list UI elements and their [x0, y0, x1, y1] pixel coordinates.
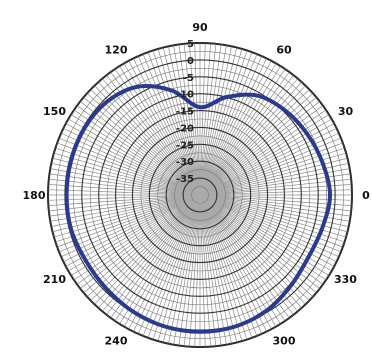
angle-tick-label: 30 — [338, 105, 354, 118]
radial-tick-label: -25 — [176, 140, 194, 151]
radial-gridline — [131, 126, 269, 264]
radial-gridline — [98, 93, 302, 297]
inner-disc — [172, 167, 228, 223]
radial-tick-label: -20 — [176, 123, 194, 134]
angle-tick-label: 240 — [105, 334, 128, 347]
radial-tick-label: 5 — [187, 39, 194, 50]
radial-tick-label: -5 — [183, 73, 194, 84]
angle-tick-label: 0 — [362, 189, 370, 202]
radial-gridline — [123, 118, 277, 272]
angle-tick-label: 180 — [23, 189, 46, 202]
radial-gridline — [182, 177, 218, 213]
radial-gridline — [89, 84, 311, 306]
angle-tick-label: 330 — [334, 273, 357, 286]
radial-tick-label: -15 — [176, 107, 194, 118]
radial-gridline — [115, 110, 285, 280]
radial-gridline — [106, 101, 294, 289]
angle-tick-label: 150 — [43, 105, 66, 118]
radial-gridline — [148, 143, 252, 247]
radial-gridline — [73, 68, 327, 322]
angle-tick-label: 90 — [192, 21, 208, 34]
angle-tick-label: 60 — [276, 44, 292, 57]
radial-gridline — [165, 160, 235, 230]
radial-gridline — [47, 42, 353, 348]
radial-tick-label: 0 — [187, 56, 194, 67]
radial-tick-label: -35 — [176, 174, 194, 185]
radial-gridline — [174, 169, 226, 221]
angle-tick-label: 300 — [273, 334, 296, 347]
radial-gridline — [157, 152, 243, 238]
radial-gridline — [81, 76, 319, 314]
radial-gridline — [140, 135, 260, 255]
radial-tick-label: -10 — [176, 90, 194, 101]
radial-tick-label: -30 — [176, 157, 194, 168]
radial-gridline — [191, 186, 209, 204]
radial-gridline — [56, 51, 344, 339]
angle-tick-label: 210 — [43, 273, 66, 286]
angle-tick-label: 120 — [105, 44, 128, 57]
